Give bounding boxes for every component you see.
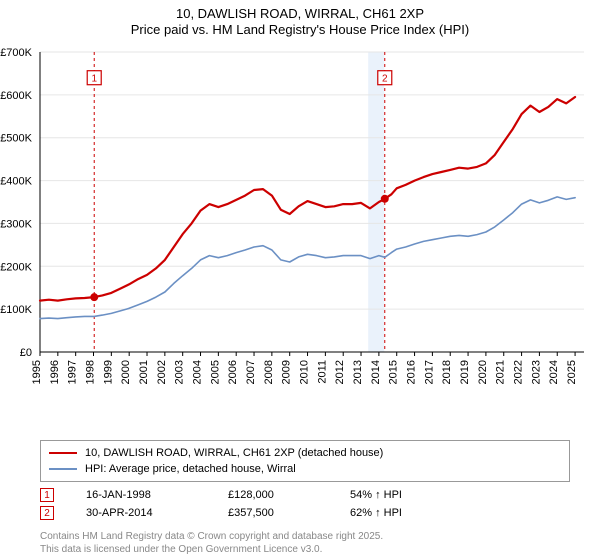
series-hpi — [40, 197, 575, 319]
xtick-label: 2015 — [388, 360, 400, 384]
sale-marker-2: 2 — [382, 74, 388, 85]
xtick-label: 2012 — [334, 360, 346, 384]
legend: 10, DAWLISH ROAD, WIRRAL, CH61 2XP (deta… — [40, 440, 570, 482]
title-line1: 10, DAWLISH ROAD, WIRRAL, CH61 2XP — [0, 6, 600, 22]
xtick-label: 2023 — [530, 360, 542, 384]
xtick-label: 1996 — [49, 360, 61, 384]
chart-svg: £0£100K£200K£300K£400K£500K£600K£700K199… — [34, 48, 590, 396]
xtick-label: 2008 — [263, 360, 275, 384]
xtick-label: 2018 — [441, 360, 453, 384]
xtick-label: 2000 — [120, 360, 132, 384]
xtick-label: 2006 — [227, 360, 239, 384]
sale-date: 30-APR-2014 — [86, 507, 196, 519]
ytick-label: £500K — [0, 133, 32, 145]
xtick-label: 2014 — [370, 360, 382, 384]
xtick-label: 1998 — [85, 360, 97, 384]
legend-item-price_paid: 10, DAWLISH ROAD, WIRRAL, CH61 2XP (deta… — [49, 445, 561, 461]
footer-line2: This data is licensed under the Open Gov… — [40, 544, 383, 557]
sale-row-2: 2 30-APR-2014 £357,500 62% ↑ HPI — [40, 504, 470, 522]
xtick-label: 2017 — [423, 360, 435, 384]
chart-container: 10, DAWLISH ROAD, WIRRAL, CH61 2XP Price… — [0, 0, 600, 560]
sales-table: 1 16-JAN-1998 £128,000 54% ↑ HPI 2 30-APR-201… — [40, 486, 470, 522]
xtick-label: 1999 — [102, 360, 114, 384]
xtick-label: 2009 — [281, 360, 293, 384]
xtick-label: 2010 — [299, 360, 311, 384]
sale-pct: 62% ↑ HPI — [350, 507, 470, 519]
xtick-label: 2025 — [566, 360, 578, 384]
ytick-label: £0 — [20, 347, 32, 359]
ytick-label: £700K — [0, 47, 32, 59]
series-price_paid — [40, 97, 575, 301]
sale-marker-1: 1 — [91, 74, 97, 85]
sale-row-1: 1 16-JAN-1998 £128,000 54% ↑ HPI — [40, 486, 470, 504]
xtick-label: 2011 — [316, 360, 328, 384]
xtick-label: 2024 — [548, 360, 560, 384]
xtick-label: 2001 — [138, 360, 150, 384]
ytick-label: £600K — [0, 90, 32, 102]
legend-item-hpi: HPI: Average price, detached house, Wirr… — [49, 461, 561, 477]
xtick-label: 1997 — [67, 360, 79, 384]
sale-marker-box: 1 — [40, 488, 54, 502]
legend-label: 10, DAWLISH ROAD, WIRRAL, CH61 2XP (deta… — [85, 447, 383, 459]
ytick-label: £300K — [0, 218, 32, 230]
ytick-label: £400K — [0, 176, 32, 188]
xtick-label: 2003 — [174, 360, 186, 384]
xtick-label: 2020 — [477, 360, 489, 384]
chart-area: £0£100K£200K£300K£400K£500K£600K£700K199… — [34, 48, 590, 396]
xtick-label: 2019 — [459, 360, 471, 384]
ytick-label: £200K — [0, 261, 32, 273]
legend-swatch — [49, 468, 77, 470]
footer-line1: Contains HM Land Registry data © Crown c… — [40, 531, 383, 544]
xtick-label: 2022 — [513, 360, 525, 384]
xtick-label: 1995 — [31, 360, 43, 384]
xtick-label: 2005 — [209, 360, 221, 384]
legend-swatch — [49, 452, 77, 454]
xtick-label: 2016 — [406, 360, 418, 384]
sale-date: 16-JAN-1998 — [86, 489, 196, 501]
xtick-label: 2004 — [192, 360, 204, 384]
xtick-label: 2021 — [495, 360, 507, 384]
title-block: 10, DAWLISH ROAD, WIRRAL, CH61 2XP Price… — [0, 0, 600, 39]
sale-marker-box: 2 — [40, 506, 54, 520]
ytick-label: £100K — [0, 304, 32, 316]
xtick-label: 2002 — [156, 360, 168, 384]
xtick-label: 2013 — [352, 360, 364, 384]
sale-price: £357,500 — [228, 507, 318, 519]
title-line2: Price paid vs. HM Land Registry's House … — [0, 22, 600, 38]
sale-pct: 54% ↑ HPI — [350, 489, 470, 501]
xtick-label: 2007 — [245, 360, 257, 384]
sale-price: £128,000 — [228, 489, 318, 501]
footer: Contains HM Land Registry data © Crown c… — [40, 531, 383, 556]
legend-label: HPI: Average price, detached house, Wirr… — [85, 463, 296, 475]
